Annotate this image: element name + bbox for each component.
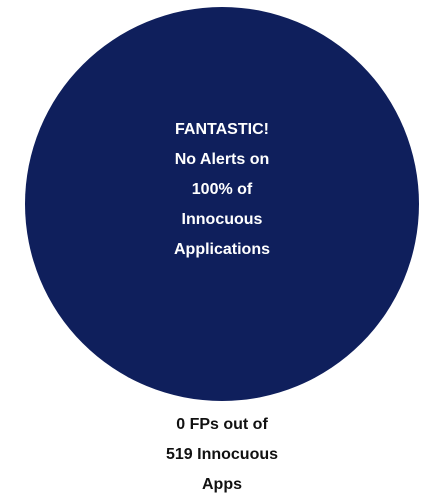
annotation-line: 100% of [192, 181, 253, 198]
caption-line: 0 FPs out of [176, 416, 268, 433]
caption-line: 519 Innocuous [166, 446, 278, 463]
annotation-line: FANTASTIC! [175, 121, 269, 138]
caption-line: Apps [202, 476, 242, 493]
annotation-line: No Alerts on [175, 151, 270, 168]
annotation-line: Applications [174, 241, 270, 258]
annotation-line: Innocuous [182, 211, 263, 228]
pie-slice [25, 7, 419, 401]
